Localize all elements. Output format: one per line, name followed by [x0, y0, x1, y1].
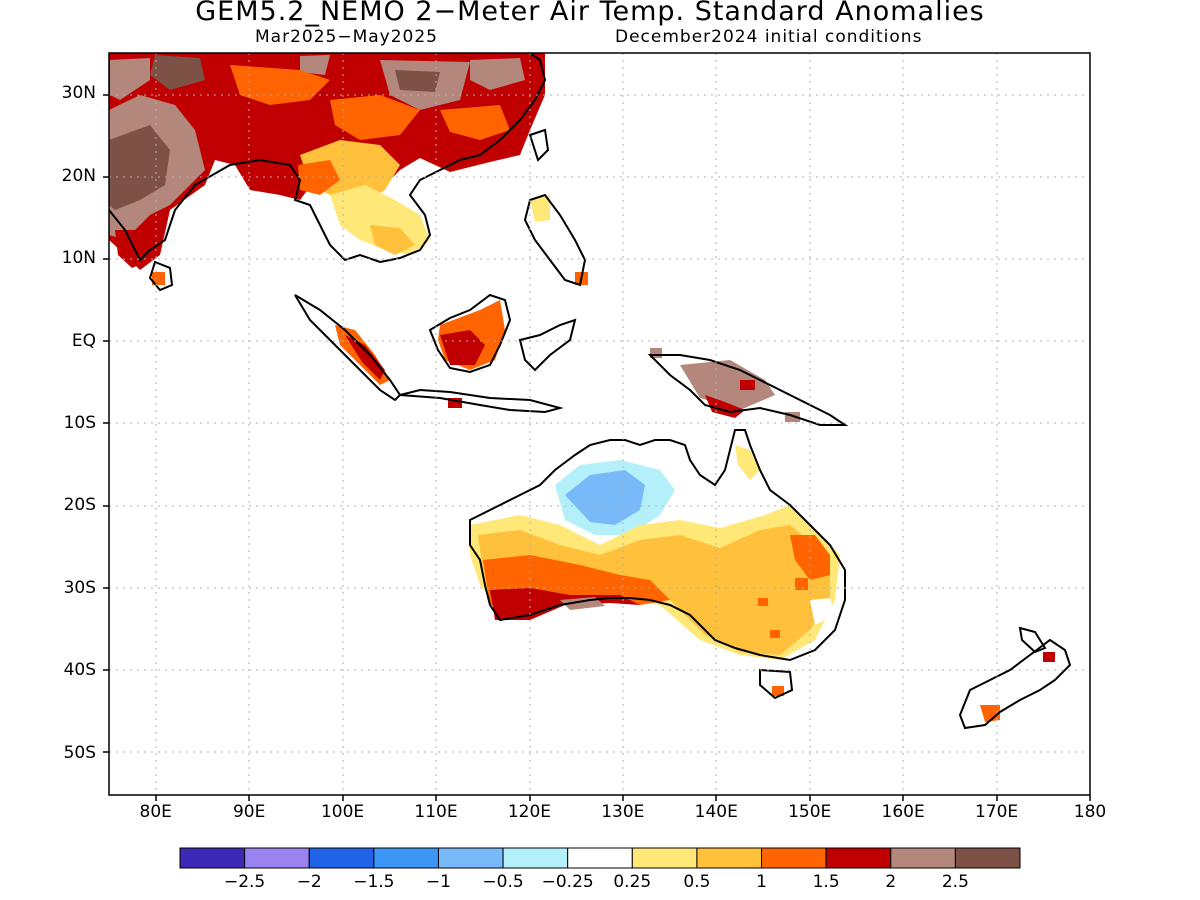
colorbar-swatch [761, 847, 827, 869]
graticule [109, 53, 1090, 795]
lat-tick-label: 20S [63, 495, 96, 516]
map-frame [108, 52, 1091, 796]
colorbar-label: 0.5 [683, 872, 711, 892]
lon-tick-label: 180 [1073, 802, 1107, 822]
colorbar-label: −1.5 [353, 872, 395, 892]
colorbar-swatch [437, 847, 504, 869]
colorbar-label: −1 [425, 872, 451, 892]
lon-tick-label: 80E [139, 802, 172, 822]
colorbar-label: −0.5 [482, 872, 524, 892]
lon-tick-label: 140E [694, 802, 738, 822]
colorbar [179, 847, 1021, 869]
maritime-anomaly-region [335, 300, 800, 422]
colorbar-label: 0.25 [613, 872, 652, 892]
colorbar-swatch [567, 847, 633, 869]
colorbar-label: 2 [885, 872, 897, 892]
asia-anomaly-region [109, 53, 588, 285]
colorbar-swatch [696, 847, 763, 869]
lon-tick-label: 110E [414, 802, 458, 822]
lon-tick-label: 90E [232, 802, 266, 822]
colorbar-label: −2.5 [223, 872, 266, 892]
colorbar-label: −0.25 [541, 872, 594, 892]
lon-tick-label: 150E [788, 802, 832, 822]
colorbar-swatch [890, 847, 956, 869]
lat-tick-label: 10S [63, 413, 96, 433]
forecast-period: Mar2025−May2025 [255, 27, 438, 47]
coastlines [109, 53, 1072, 730]
colorbar-label: 1.5 [812, 872, 840, 892]
colorbar-label: −2 [296, 872, 322, 892]
colorbar-label: 1 [756, 872, 767, 892]
colorbar-swatch [179, 847, 246, 869]
lon-tick-label: 120E [507, 802, 552, 822]
lon-tick-label: 160E [881, 802, 925, 822]
colorbar-swatch [308, 847, 375, 869]
colorbar-swatch [954, 847, 1021, 869]
map-title: GEM5.2_NEMO 2−Meter Air Temp. Standard A… [195, 0, 985, 27]
lat-tick-label: 20N [61, 165, 96, 186]
australia-anomaly-region [470, 445, 1055, 722]
colorbar-swatch [502, 847, 569, 869]
axis-ticks [103, 94, 1091, 801]
colorbar-swatch [631, 847, 698, 869]
colorbar-swatch [825, 847, 892, 869]
lat-tick-label: 40S [63, 660, 96, 681]
lat-tick-label: 50S [63, 742, 96, 763]
lat-tick-label: 30N [61, 83, 96, 104]
map-canvas [109, 53, 1090, 795]
lat-tick-label: 10N [61, 248, 96, 269]
lat-tick-label: 30S [63, 577, 96, 598]
lon-tick-label: 130E [601, 802, 645, 822]
colorbar-swatch [244, 847, 310, 869]
lon-tick-label: 100E [320, 802, 365, 822]
lat-tick-label: EQ [71, 330, 96, 351]
lon-tick-label: 170E [974, 802, 1019, 822]
colorbar-label: 2.5 [941, 872, 969, 892]
colorbar-swatch [373, 847, 439, 869]
initial-conditions: December2024 initial conditions [615, 27, 923, 47]
